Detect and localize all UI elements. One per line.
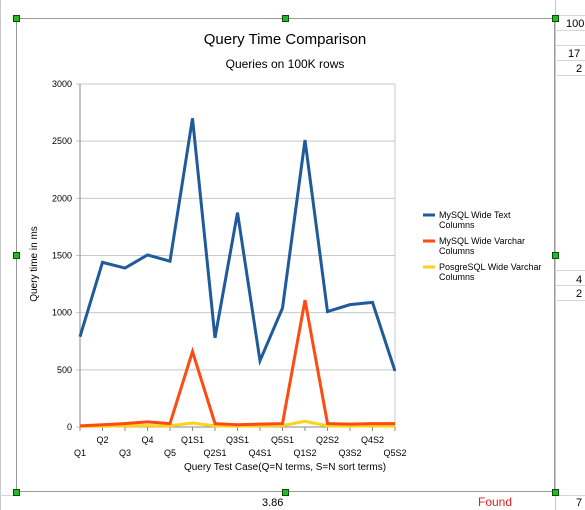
cell-value: 4 — [576, 274, 583, 286]
cell-value-found: Found — [478, 495, 513, 509]
cell-value: 100 — [566, 18, 585, 30]
resize-handle-top-right[interactable] — [552, 15, 559, 22]
x-tick-label: Q5S2 — [383, 448, 406, 458]
x-tick-label: Q1S2 — [293, 448, 316, 458]
x-tick-label: Q5 — [164, 448, 176, 458]
y-tick-label: 2000 — [52, 193, 72, 203]
resize-handle-top-center[interactable] — [282, 15, 289, 22]
y-axis-label: Query time in ms — [29, 226, 40, 302]
resize-handle-bottom-right[interactable] — [552, 489, 559, 496]
y-tick-label: 0 — [67, 422, 72, 432]
legend-label: PosgreSQL Wide Varchar Columns — [439, 262, 542, 282]
x-tick-label: Q2 — [96, 435, 108, 445]
x-tick-label: Q3 — [119, 448, 131, 458]
resize-handle-top-left[interactable] — [13, 15, 20, 22]
cell-value: 2 — [576, 288, 583, 300]
x-tick-label: Q4 — [141, 435, 153, 445]
series-line — [79, 299, 395, 428]
y-tick-label: 2500 — [52, 136, 72, 146]
x-tick-label: Q3S1 — [226, 435, 249, 445]
x-tick-label: Q4S2 — [361, 435, 384, 445]
cell-value: 3.86 — [262, 497, 284, 509]
plot-axes — [79, 84, 396, 431]
cell-value: 17 — [568, 48, 581, 60]
x-tick-label: Q1S1 — [181, 435, 204, 445]
plot-gridlines — [76, 83, 395, 428]
chart-title: Query Time Comparison — [204, 31, 367, 48]
x-tick-label: Q1 — [74, 448, 86, 458]
legend: MySQL Wide Text Columns MySQL Wide Varchar… — [423, 210, 542, 282]
x-axis-label: Query Test Case(Q=N terms, S=N sort term… — [184, 462, 386, 473]
y-tick-label: 1000 — [52, 308, 72, 318]
x-tick-label: Q3S2 — [338, 448, 361, 458]
y-tick-labels: 0 500 1000 1500 2000 2500 3000 — [52, 79, 72, 432]
x-tick-label: Q2S2 — [316, 435, 339, 445]
legend-label: MySQL Wide Text Columns — [439, 210, 511, 230]
resize-handle-bottom-center[interactable] — [282, 489, 289, 496]
resize-handle-bottom-left[interactable] — [13, 489, 20, 496]
x-tick-label: Q5S1 — [271, 435, 294, 445]
x-tick-label: Q2S1 — [203, 448, 226, 458]
chart-subtitle: Queries on 100K rows — [226, 57, 345, 71]
y-tick-label: 3000 — [52, 79, 72, 89]
cell-value: 7 — [576, 497, 583, 509]
cell-value: 2 — [576, 63, 583, 75]
x-tick-label: Q4S1 — [248, 448, 271, 458]
y-tick-label: 1500 — [52, 251, 72, 261]
resize-handle-middle-right[interactable] — [552, 252, 559, 259]
y-tick-label: 500 — [57, 365, 72, 375]
resize-handle-middle-left[interactable] — [13, 252, 20, 259]
legend-label: MySQL Wide Varchar Columns — [439, 236, 525, 256]
chart-object[interactable]: Query Time Comparison Queries on 100K ro… — [16, 18, 555, 492]
chart-canvas: Query Time Comparison Queries on 100K ro… — [29, 31, 542, 473]
series-lines — [78, 118, 397, 428]
series-line — [78, 118, 397, 372]
